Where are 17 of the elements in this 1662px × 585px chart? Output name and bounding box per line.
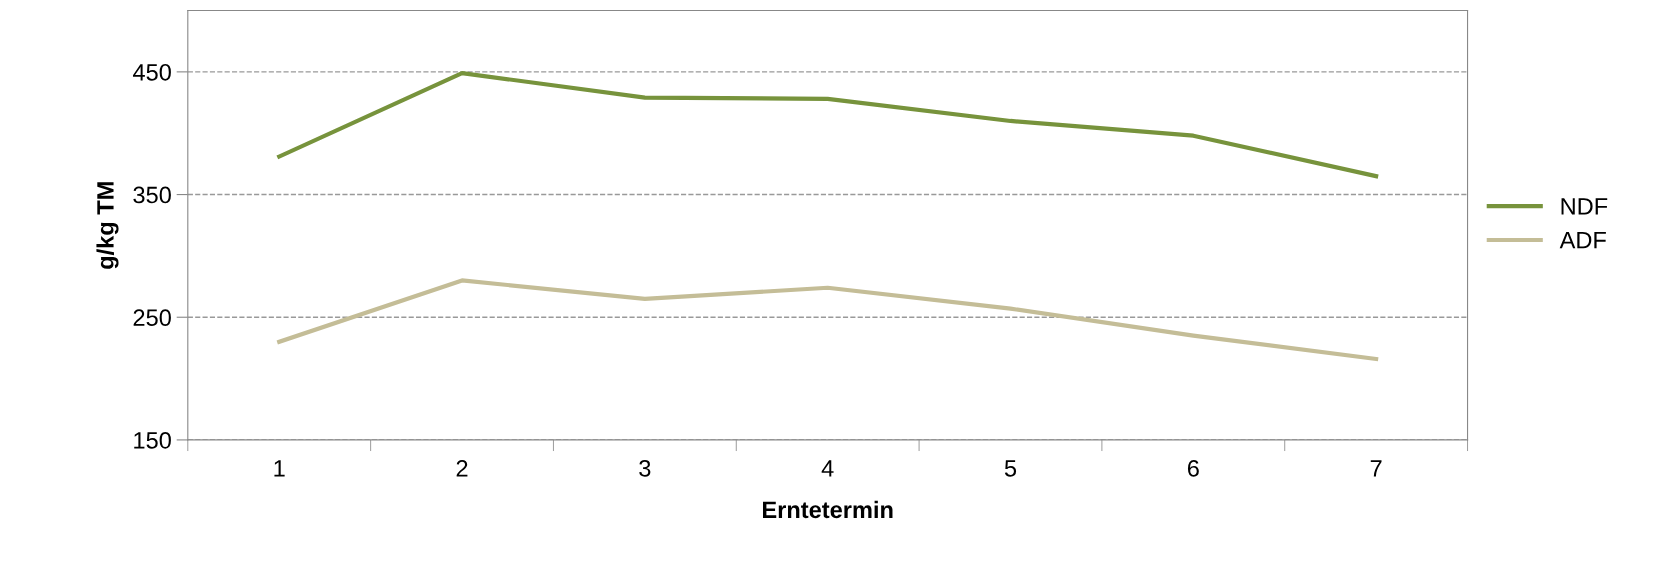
legend-label: ADF bbox=[1559, 231, 1606, 249]
x-tick-label: 1 bbox=[274, 460, 285, 477]
x-tick-label: 2 bbox=[456, 459, 468, 477]
x-axis-title: Erntetermin bbox=[763, 500, 893, 519]
line-series bbox=[277, 278, 1379, 362]
y-tick-label: 350 bbox=[133, 186, 171, 204]
line-series bbox=[277, 71, 1379, 179]
y-tick-label: 450 bbox=[132, 63, 171, 81]
y-axis-title: g/kg TM bbox=[96, 182, 119, 269]
x-tick-label: 5 bbox=[1004, 460, 1017, 477]
y-tick-label: 250 bbox=[133, 309, 171, 327]
x-tick-label: 7 bbox=[1370, 460, 1382, 477]
x-tick-label: 4 bbox=[821, 460, 834, 477]
y-tick-label: 150 bbox=[134, 431, 171, 449]
legend-label: NDF bbox=[1561, 198, 1608, 215]
x-tick-label: 6 bbox=[1187, 459, 1199, 477]
x-tick-label: 3 bbox=[639, 459, 651, 477]
